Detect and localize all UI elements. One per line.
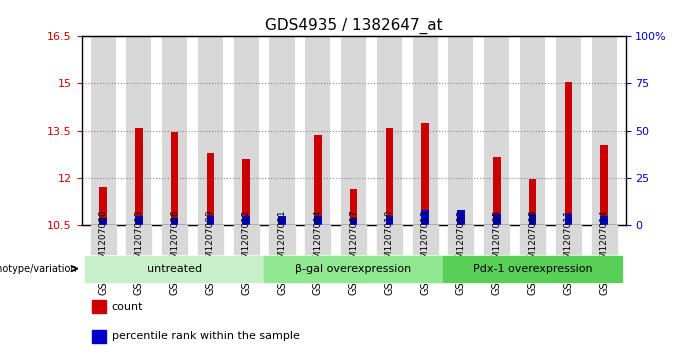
Bar [234,225,259,254]
Text: genotype/variation: genotype/variation [0,264,78,274]
Bar [269,36,294,225]
Bar [126,225,152,254]
Text: GSM1207003: GSM1207003 [135,209,143,270]
Bar [243,216,250,225]
Bar [126,36,152,225]
Bar [520,36,545,225]
Bar [443,256,622,282]
Bar [422,210,429,225]
Bar [592,225,617,254]
Bar [135,127,143,225]
Text: GSM1207013: GSM1207013 [421,209,430,270]
Bar [422,123,429,225]
Bar [457,210,464,225]
Bar [162,225,187,254]
Bar [493,158,500,225]
Bar [207,216,214,225]
Bar [99,217,107,225]
Bar [564,82,572,225]
Bar [99,187,107,225]
Bar [413,36,438,225]
Bar [448,225,473,254]
Bar [457,222,464,225]
Text: GSM1207014: GSM1207014 [600,209,609,270]
Bar [90,36,116,225]
Text: GSM1207005: GSM1207005 [492,209,501,270]
Bar [350,189,358,225]
Bar [529,179,537,225]
Title: GDS4935 / 1382647_at: GDS4935 / 1382647_at [265,17,443,33]
Text: count: count [112,302,143,312]
Bar [484,36,509,225]
Bar [413,225,438,254]
Bar [529,214,537,225]
Text: Pdx-1 overexpression: Pdx-1 overexpression [473,264,592,274]
Bar [377,36,402,225]
Bar [90,225,116,254]
Bar [171,132,178,225]
Bar [243,159,250,225]
Bar [386,127,393,225]
Bar [264,256,443,282]
Bar [600,216,608,225]
Text: GSM1207004: GSM1207004 [313,209,322,270]
Bar [314,135,322,225]
Bar [600,145,608,225]
Bar [171,217,178,225]
Bar [234,36,259,225]
Text: untreated: untreated [147,264,202,274]
Bar [207,153,214,225]
Bar [377,225,402,254]
Bar [592,36,617,225]
Bar [135,216,143,225]
Text: β-gal overexpression: β-gal overexpression [296,264,411,274]
Bar [278,217,286,225]
Bar [556,36,581,225]
Bar [493,214,500,225]
Bar [85,256,264,282]
Bar [314,216,322,225]
Bar [350,217,358,225]
Bar [278,216,286,225]
Bar [198,225,223,254]
Bar [556,225,581,254]
Text: GSM1207008: GSM1207008 [528,209,537,270]
Text: GSM1207011: GSM1207011 [564,209,573,270]
Bar [198,36,223,225]
Bar [484,225,509,254]
Bar [341,225,366,254]
Bar [162,36,187,225]
Bar [520,225,545,254]
Text: GSM1207007: GSM1207007 [349,209,358,270]
Bar [92,300,106,313]
Text: GSM1207009: GSM1207009 [206,209,215,270]
Text: GSM1207001: GSM1207001 [277,209,286,270]
Text: GSM1207006: GSM1207006 [170,209,179,270]
Bar [92,330,106,343]
Bar [305,225,330,254]
Bar [386,216,393,225]
Text: GSM1207000: GSM1207000 [99,209,107,270]
Bar [269,225,294,254]
Text: percentile rank within the sample: percentile rank within the sample [112,331,299,341]
Bar [448,36,473,225]
Text: GSM1207002: GSM1207002 [456,209,466,270]
Text: GSM1207010: GSM1207010 [385,209,394,270]
Bar [564,214,572,225]
Text: GSM1207012: GSM1207012 [241,209,251,270]
Bar [341,36,366,225]
Bar [305,36,330,225]
